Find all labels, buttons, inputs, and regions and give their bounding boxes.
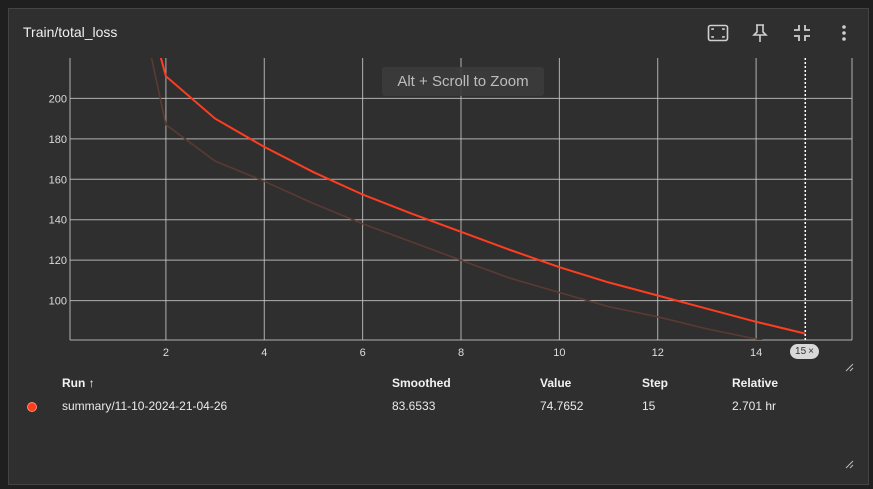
x-tick-label: 12 [652, 347, 664, 359]
y-tick-label: 200 [49, 93, 67, 105]
collapse-icon [794, 25, 810, 41]
resize-chart-icon[interactable] [844, 362, 854, 372]
header-relative[interactable]: Relative [732, 376, 779, 390]
run-name: summary/11-10-2024-21-04-26 [62, 399, 228, 413]
fit-to-data-button[interactable] [706, 21, 730, 45]
x-tick-label: 8 [458, 347, 464, 359]
line-chart[interactable]: 2 4 6 8 10 12 14 100 120 140 160 180 200 [9, 9, 868, 484]
run-color-dot [27, 402, 37, 412]
relative-time: 2.701 hr [732, 399, 777, 413]
raw-series-line [150, 58, 764, 340]
more-vert-icon [842, 25, 846, 41]
pin-button[interactable] [748, 21, 772, 45]
more-options-button[interactable] [832, 21, 856, 45]
step-marker-badge[interactable]: 15 × [790, 344, 819, 359]
step-marker-label: 15 [795, 346, 807, 357]
x-tick-label: 2 [163, 347, 169, 359]
zoom-hint: Alt + Scroll to Zoom [382, 67, 544, 96]
scalar-card: Train/total_loss 2 4 6 8 10 12 14 100 1 [8, 8, 869, 485]
raw-value: 74.7652 [540, 399, 584, 413]
y-tick-label: 180 [49, 134, 67, 146]
header-step[interactable]: Step [642, 376, 669, 390]
x-tick-label: 14 [750, 347, 762, 359]
header-smoothed[interactable]: Smoothed [392, 376, 451, 390]
y-tick-label: 160 [49, 174, 67, 186]
close-icon[interactable]: × [808, 346, 814, 357]
card-title: Train/total_loss [23, 24, 118, 40]
step-value: 15 [642, 399, 656, 413]
card-toolbar [706, 21, 856, 45]
x-tick-label: 10 [553, 347, 565, 359]
smoothed-series-line [159, 58, 806, 335]
x-tick-label: 6 [360, 347, 366, 359]
smoothed-value: 83.6533 [392, 399, 436, 413]
x-tick-label: 4 [261, 347, 267, 359]
y-tick-label: 120 [49, 255, 67, 267]
collapse-button[interactable] [790, 21, 814, 45]
fit-to-data-icon [707, 24, 729, 42]
pin-icon [752, 24, 768, 42]
header-run[interactable]: Run ↑ [62, 376, 95, 390]
y-tick-label: 100 [49, 296, 67, 308]
header-value[interactable]: Value [540, 376, 572, 390]
resize-table-icon[interactable] [844, 459, 854, 469]
y-tick-label: 140 [49, 215, 67, 227]
